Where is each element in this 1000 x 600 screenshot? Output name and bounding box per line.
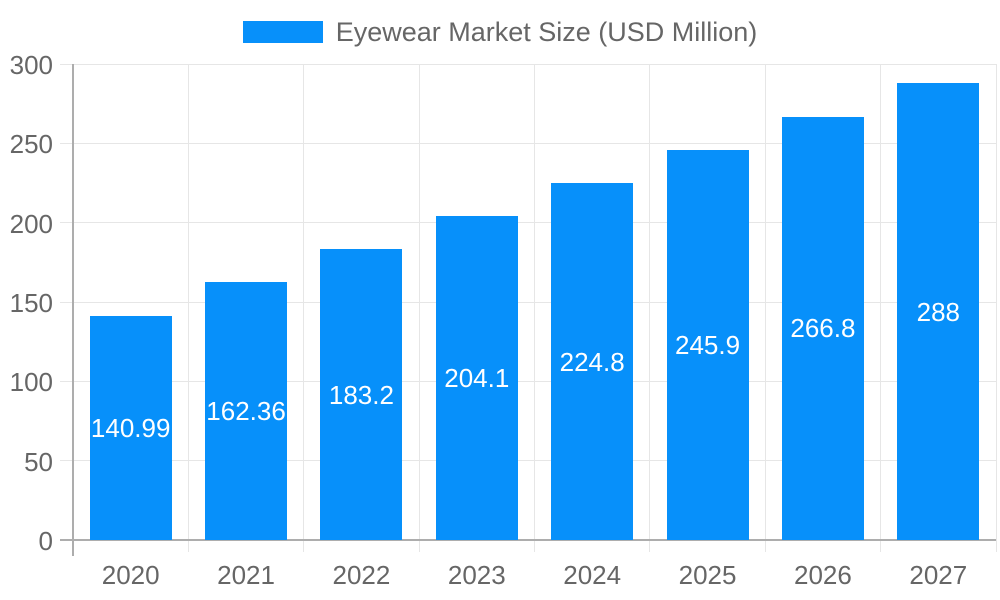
bar-2026 <box>781 116 864 540</box>
y-axis-tick-label: 200 <box>9 208 53 239</box>
bar-value-label: 183.2 <box>328 379 394 410</box>
bar-2027 <box>897 83 980 540</box>
x-axis-tick-label: 2027 <box>909 560 968 590</box>
bar-value-label: 162.36 <box>206 396 286 427</box>
bar-2025 <box>666 149 749 540</box>
bar-2024 <box>551 183 634 540</box>
bar-2020 <box>89 316 172 540</box>
x-axis-line <box>60 539 996 541</box>
y-axis-tick-label: 100 <box>9 367 53 398</box>
bar-2023 <box>435 216 518 540</box>
x-gridline <box>995 64 997 552</box>
x-axis-tick-label: 2022 <box>332 560 391 590</box>
y-axis-tick-label: 50 <box>24 446 53 477</box>
x-gridline <box>649 64 651 552</box>
x-gridline <box>418 64 420 552</box>
legend-swatch[interactable] <box>242 21 323 43</box>
x-axis-tick-label: 2026 <box>794 560 852 590</box>
y-axis-tick-label: 300 <box>9 50 53 80</box>
x-gridline <box>764 64 766 552</box>
chart-legend[interactable]: Eyewear Market Size (USD Million) <box>0 16 1000 48</box>
bar-2021 <box>205 282 288 540</box>
x-axis-tick-label: 2020 <box>101 560 160 590</box>
x-gridline <box>187 64 189 552</box>
bar-value-label: 245.9 <box>675 329 741 360</box>
y-gridline <box>60 222 996 224</box>
bar-value-label: 204.1 <box>444 363 510 394</box>
y-axis-line <box>72 64 74 556</box>
y-gridline <box>60 63 996 65</box>
x-axis-tick-label: 2024 <box>563 560 622 590</box>
x-axis-tick-label: 2025 <box>678 560 737 590</box>
bar-2022 <box>320 249 403 540</box>
y-axis-tick-label: 250 <box>9 129 53 160</box>
x-gridline <box>534 64 535 552</box>
y-gridline <box>60 301 996 303</box>
bar-value-label: 266.8 <box>790 313 856 344</box>
x-axis-tick-label: 2023 <box>447 560 506 590</box>
bar-value-label: 224.8 <box>559 346 625 377</box>
y-axis-tick-label: 150 <box>9 288 53 318</box>
y-gridline <box>60 142 996 144</box>
y-axis-tick-label: 0 <box>38 526 53 556</box>
y-gridline <box>60 380 996 382</box>
x-axis-tick-label: 2021 <box>217 560 275 590</box>
x-gridline <box>880 64 882 552</box>
y-gridline <box>60 460 996 462</box>
legend-label[interactable]: Eyewear Market Size (USD Million) <box>335 16 758 47</box>
bar-value-label: 288 <box>916 296 960 327</box>
x-gridline <box>303 64 305 552</box>
bar-value-label: 140.99 <box>90 413 171 444</box>
